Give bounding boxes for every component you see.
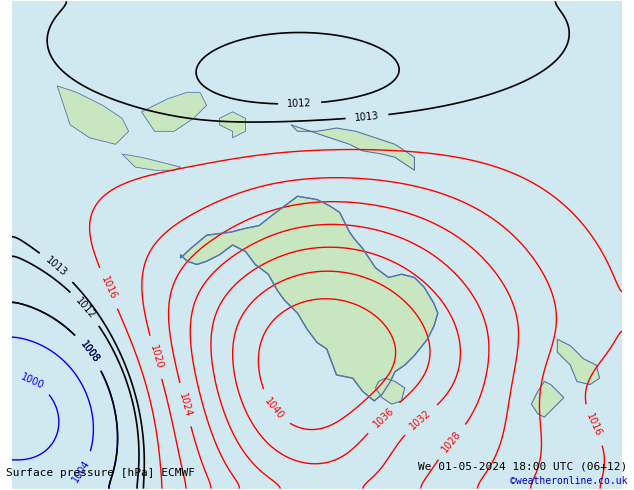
Polygon shape (219, 112, 245, 138)
Text: 1016: 1016 (584, 412, 604, 438)
Text: 1013: 1013 (44, 255, 69, 279)
Text: 1004: 1004 (70, 458, 92, 484)
Text: Surface pressure [hPa] ECMWF: Surface pressure [hPa] ECMWF (6, 468, 195, 478)
Text: 1008: 1008 (78, 340, 101, 365)
Polygon shape (531, 381, 564, 417)
Polygon shape (557, 339, 600, 385)
Text: 1016: 1016 (99, 275, 118, 302)
Text: 1008: 1008 (78, 340, 101, 365)
Text: 1040: 1040 (262, 396, 286, 421)
Text: 1000: 1000 (19, 371, 45, 391)
Polygon shape (181, 196, 438, 401)
Polygon shape (57, 86, 129, 145)
Text: We 01-05-2024 18:00 UTC (06+12): We 01-05-2024 18:00 UTC (06+12) (418, 462, 628, 471)
Polygon shape (122, 154, 181, 171)
Text: 1020: 1020 (148, 344, 164, 370)
Text: 1036: 1036 (371, 406, 396, 430)
Text: 1013: 1013 (354, 111, 380, 123)
Text: 1024: 1024 (178, 392, 193, 418)
Polygon shape (141, 92, 207, 131)
Polygon shape (291, 125, 415, 171)
Text: 1028: 1028 (440, 429, 463, 455)
Text: 1012: 1012 (287, 98, 312, 109)
Text: ©weatheronline.co.uk: ©weatheronline.co.uk (510, 476, 628, 486)
Text: 1032: 1032 (408, 408, 433, 432)
Text: 1012: 1012 (74, 296, 98, 321)
Polygon shape (375, 378, 404, 404)
